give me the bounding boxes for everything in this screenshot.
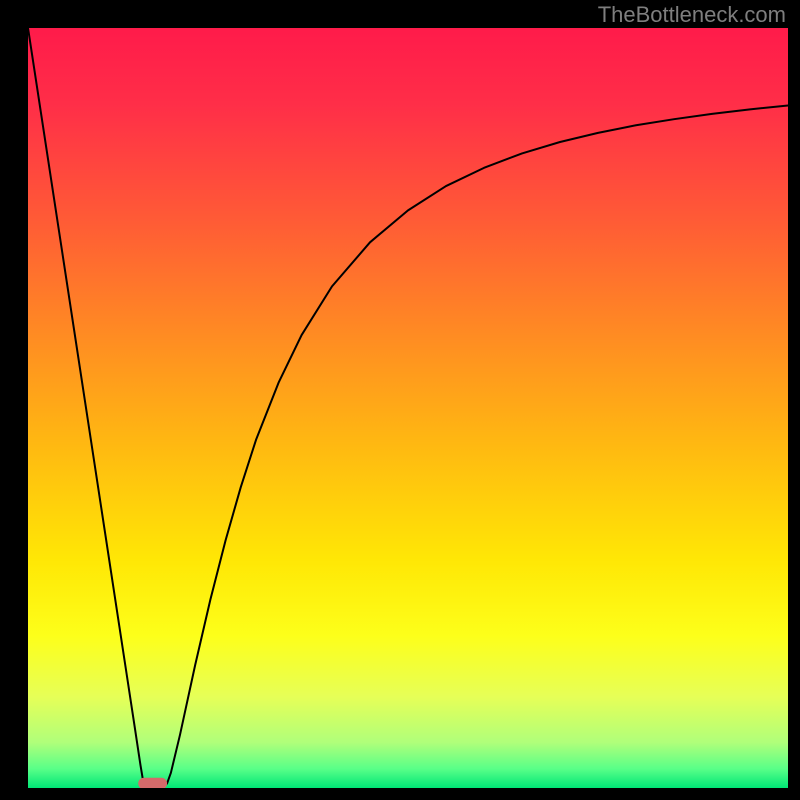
sweet-spot-marker: [138, 778, 167, 788]
chart-svg: [28, 28, 788, 788]
gradient-background: [28, 28, 788, 788]
watermark-text: TheBottleneck.com: [598, 2, 786, 28]
figure-root: TheBottleneck.com: [0, 0, 800, 800]
plot-area: [28, 28, 788, 788]
